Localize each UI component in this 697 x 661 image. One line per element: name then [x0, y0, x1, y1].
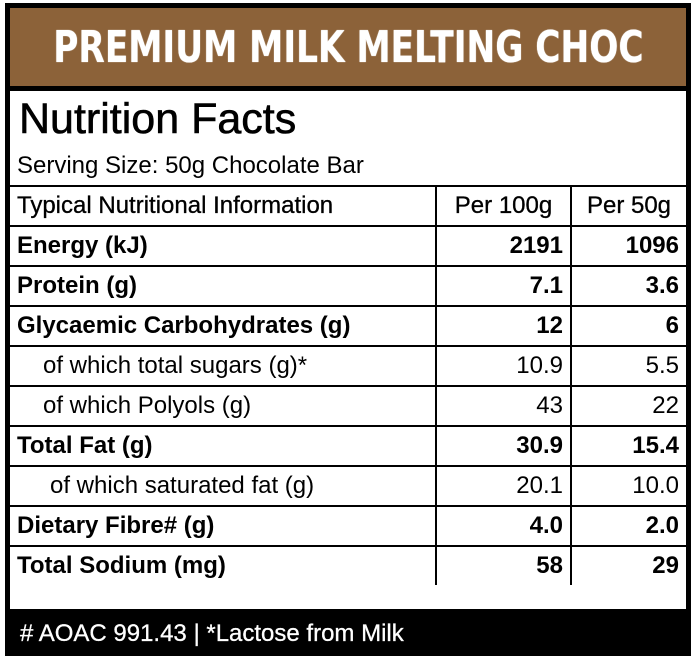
- row-per-100g: 58: [435, 545, 571, 585]
- row-per-50g: 2.0: [570, 505, 686, 546]
- row-name: Dietary Fibre# (g): [10, 505, 436, 546]
- row-per-100g: 43: [435, 385, 571, 426]
- row-per-50g: 15.4: [570, 425, 686, 466]
- nutrition-panel: Nutrition Facts Serving Size: 50g Chocol…: [10, 91, 686, 609]
- row-per-100g: 7.1: [435, 265, 571, 306]
- table-row: Energy (kJ) 2191 1096: [10, 225, 686, 266]
- row-per-50g: 5.5: [570, 345, 686, 386]
- row-name: Total Sodium (mg): [10, 545, 436, 585]
- table-row: Total Fat (g) 30.9 15.4: [10, 425, 686, 466]
- row-name: Glycaemic Carbohydrates (g): [10, 305, 436, 346]
- row-name: of which Polyols (g): [10, 385, 436, 426]
- row-per-50g: 3.6: [570, 265, 686, 306]
- row-name: Total Fat (g): [10, 425, 436, 466]
- table-row: of which saturated fat (g) 20.1 10.0: [10, 465, 686, 506]
- row-name: Energy (kJ): [10, 225, 436, 266]
- row-per-50g: 1096: [570, 225, 686, 266]
- header-nutrient: Typical Nutritional Information: [10, 185, 436, 226]
- nutrition-table: Typical Nutritional Information Per 100g…: [10, 185, 686, 585]
- table-header-row: Typical Nutritional Information Per 100g…: [10, 185, 686, 226]
- row-per-50g: 6: [570, 305, 686, 346]
- serving-size: Serving Size: 50g Chocolate Bar: [17, 152, 364, 179]
- row-per-100g: 12: [435, 305, 571, 346]
- table-row: of which Polyols (g) 43 22: [10, 385, 686, 426]
- row-per-100g: 20.1: [435, 465, 571, 506]
- row-name: Protein (g): [10, 265, 436, 306]
- row-name: of which total sugars (g)*: [10, 345, 436, 386]
- header-per-100g: Per 100g: [435, 185, 571, 226]
- table-row: Total Sodium (mg) 58 29: [10, 545, 686, 585]
- row-per-100g: 4.0: [435, 505, 571, 546]
- product-name: PREMIUM MILK MELTING CHOC: [52, 21, 644, 73]
- row-per-100g: 10.9: [435, 345, 571, 386]
- row-per-100g: 2191: [435, 225, 571, 266]
- panel-title: Nutrition Facts: [19, 95, 297, 144]
- product-banner: PREMIUM MILK MELTING CHOC: [10, 8, 686, 86]
- row-name: of which saturated fat (g): [10, 465, 436, 506]
- row-per-50g: 10.0: [570, 465, 686, 506]
- row-per-50g: 29: [570, 545, 686, 585]
- table-row: Glycaemic Carbohydrates (g) 12 6: [10, 305, 686, 346]
- header-per-50g: Per 50g: [570, 185, 686, 226]
- nutrition-label: PREMIUM MILK MELTING CHOC Nutrition Fact…: [5, 3, 691, 656]
- table-row: of which total sugars (g)* 10.9 5.5: [10, 345, 686, 386]
- row-per-100g: 30.9: [435, 425, 571, 466]
- row-per-50g: 22: [570, 385, 686, 426]
- table-row: Dietary Fibre# (g) 4.0 2.0: [10, 505, 686, 546]
- footer-note: # AOAC 991.43 | *Lactose from Milk: [20, 620, 404, 647]
- table-row: Protein (g) 7.1 3.6: [10, 265, 686, 306]
